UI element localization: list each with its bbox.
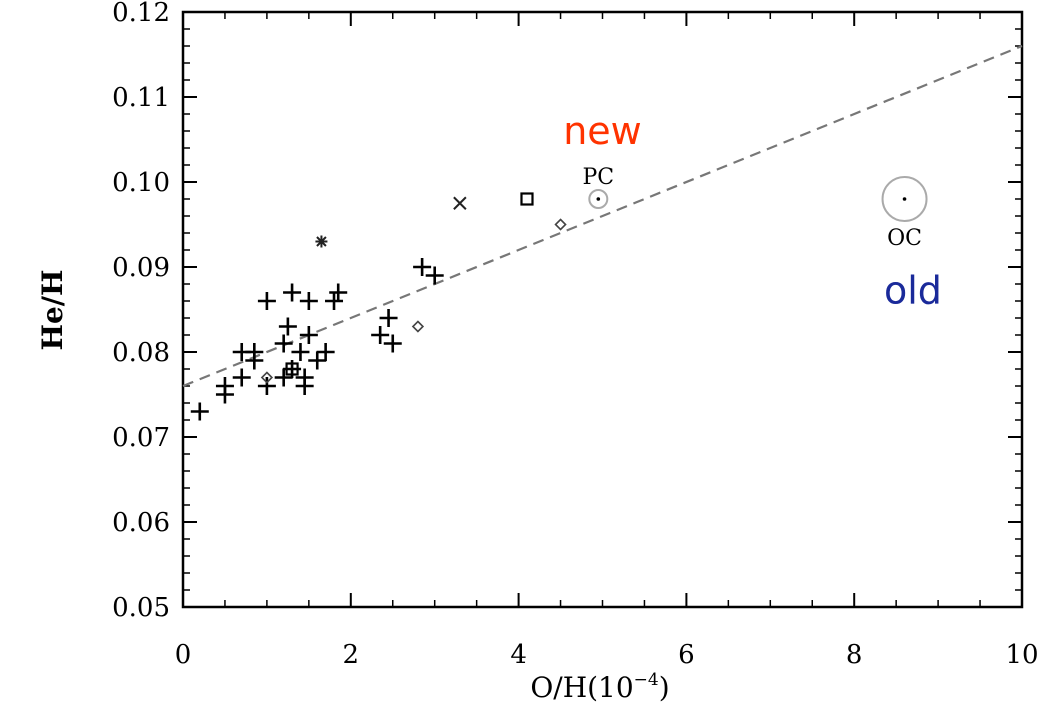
- plus-point-3: [232, 368, 251, 387]
- chart-labels: 0 2 4 6 8 10 0.05 0.06 0.07 0.08 0.09 0.10 0.11 0.12 P…: [112, 0, 1038, 670]
- y-tick-label-6: 0.11: [112, 83, 170, 113]
- circle-center-oc: [902, 197, 907, 201]
- plus-point-10: [274, 334, 293, 353]
- x-tick-label-4: 8: [846, 640, 863, 670]
- x-axis-title-close: ): [659, 671, 670, 704]
- plus-point-17: [299, 326, 318, 344]
- plus-point-2: [215, 377, 234, 395]
- y-tick-label-1: 0.06: [112, 508, 170, 538]
- x-tick-label-0: 0: [175, 640, 192, 670]
- plus-point-25: [383, 334, 402, 353]
- star-point-0: [315, 235, 328, 248]
- x-axis-title-main: O/H(10: [530, 671, 633, 704]
- x-axis-title: O/H(10−4): [530, 670, 669, 704]
- x-axis-title-exponent: −4: [634, 670, 659, 690]
- x-tick-label-3: 6: [678, 640, 695, 670]
- square-point-1: [520, 192, 534, 206]
- plus-point-22: [329, 283, 348, 302]
- plus-point-21: [325, 292, 344, 310]
- plus-point-0: [190, 402, 209, 421]
- y-axis-title: He/H: [36, 270, 69, 351]
- axis-ticks: [182, 11, 1023, 608]
- x-tick-label-1: 2: [343, 640, 360, 670]
- plus-point-12: [283, 283, 302, 302]
- plus-point-16: [295, 368, 314, 387]
- plus-point-7: [257, 377, 276, 395]
- plus-point-27: [425, 266, 444, 285]
- plus-point-20: [316, 343, 335, 361]
- x-tick-label-2: 4: [510, 640, 527, 670]
- circle-point-oc: [881, 176, 928, 222]
- y-tick-label-7: 0.12: [112, 0, 170, 28]
- circle-center-pc: [596, 197, 601, 201]
- circle-label-oc: OC: [887, 226, 922, 251]
- diamond-point-0: [260, 371, 274, 384]
- plus-point-11: [278, 317, 297, 336]
- y-tick-label-2: 0.07: [112, 423, 170, 453]
- diamond-point-2: [554, 218, 567, 231]
- plus-point-19: [308, 351, 327, 370]
- plus-point-9: [274, 368, 293, 387]
- plus-point-18: [299, 292, 318, 310]
- circle-point-pc: [588, 189, 609, 209]
- y-tick-label-0: 0.05: [112, 593, 170, 623]
- plus-point-14: [291, 343, 310, 361]
- annotation-new: new: [563, 109, 642, 153]
- y-tick-label-4: 0.09: [112, 253, 170, 283]
- x-point-0: [453, 196, 467, 210]
- fit-line: [182, 44, 1023, 388]
- y-tick-label-3: 0.08: [112, 338, 170, 368]
- y-tick-label-5: 0.10: [112, 168, 170, 198]
- plus-point-6: [245, 343, 264, 361]
- plus-point-23: [371, 326, 390, 344]
- diamond-point-1: [411, 320, 425, 333]
- square-point-0: [285, 362, 299, 376]
- plus-point-24: [379, 309, 398, 327]
- data-marks: [182, 44, 1023, 421]
- plus-point-26: [413, 258, 432, 276]
- annotation-old: old: [884, 269, 942, 313]
- plus-point-8: [257, 292, 276, 310]
- x-tick-label-5: 10: [1005, 640, 1038, 670]
- circle-label-pc: PC: [582, 165, 614, 190]
